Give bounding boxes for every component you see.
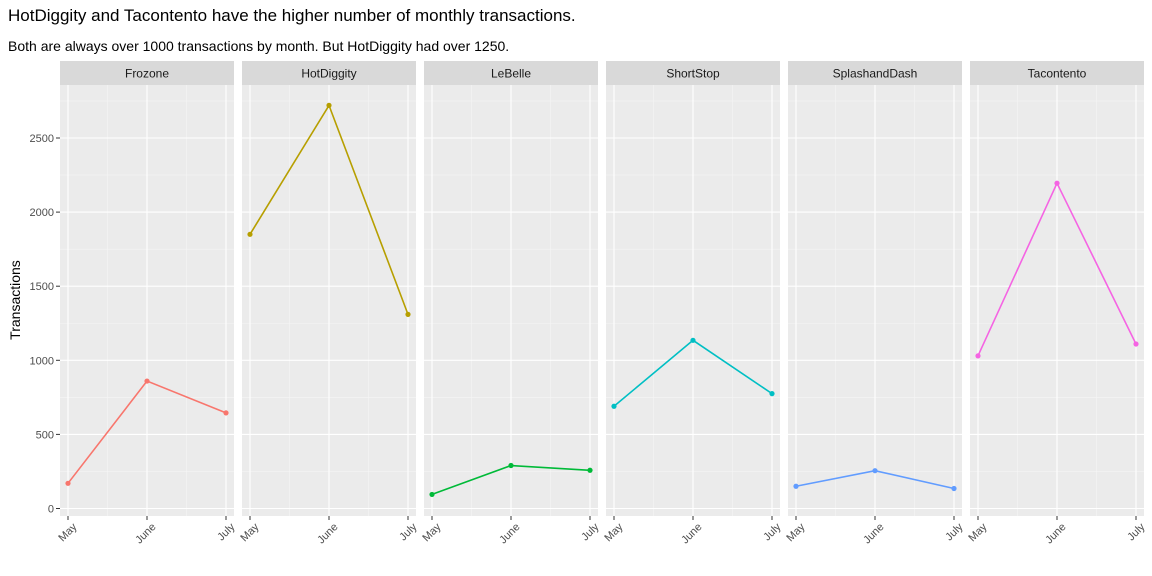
y-tick-label: 500 <box>36 429 54 441</box>
x-tick-label: May <box>420 521 444 545</box>
x-tick-label: June <box>133 521 158 546</box>
y-tick-label: 2500 <box>30 133 54 145</box>
y-axis-label: Transactions <box>7 260 23 340</box>
facet-strip-label: ShortStop <box>666 67 720 81</box>
facet-strip <box>242 61 416 85</box>
facet-strip <box>788 61 962 85</box>
data-point <box>587 467 593 473</box>
x-tick-label: July <box>761 521 784 544</box>
facet-panel-splashanddash: SplashandDash May June July <box>784 61 966 546</box>
x-tick-label: May <box>784 521 808 545</box>
facet-panel-frozone: Frozone May June July <box>56 61 238 546</box>
facet-strip <box>424 61 598 85</box>
data-point <box>1054 180 1060 186</box>
chart-title: HotDiggity and Tacontento have the highe… <box>8 6 576 25</box>
y-tick-label: 1000 <box>30 355 54 367</box>
data-point <box>223 410 229 416</box>
data-point <box>793 483 799 489</box>
x-tick-label: July <box>943 521 966 544</box>
chart-subtitle: Both are always over 1000 transactions b… <box>8 38 510 54</box>
facet-panel-hotdiggity: HotDiggity May June July <box>238 61 420 546</box>
x-tick-label: May <box>602 521 626 545</box>
x-tick-label: July <box>397 521 420 544</box>
facet-panel-lebelle: LeBelle May June July <box>420 61 602 546</box>
facet-panel-shortstop: ShortStop May June July <box>602 61 784 546</box>
x-tick-label: June <box>679 521 704 546</box>
x-tick-label: May <box>966 521 990 545</box>
data-point <box>508 462 514 469</box>
data-point <box>872 468 878 474</box>
x-tick-label: June <box>497 521 522 546</box>
facet-strip-label: SplashandDash <box>833 67 918 81</box>
facet-strip-label: Tacontento <box>1028 67 1087 81</box>
data-point <box>144 378 150 384</box>
x-tick-label: July <box>215 521 238 544</box>
data-point <box>975 353 981 359</box>
data-point <box>65 480 71 486</box>
facet-strip <box>970 61 1144 85</box>
y-tick-label: 2000 <box>30 207 54 219</box>
data-point <box>951 485 957 492</box>
data-point <box>611 403 617 409</box>
data-point <box>326 102 332 108</box>
data-point <box>690 337 696 343</box>
facet-strip-label: Frozone <box>125 67 169 81</box>
x-tick-label: May <box>238 521 262 545</box>
facet-strip-label: HotDiggity <box>301 67 356 81</box>
data-point <box>247 231 253 237</box>
y-tick-label: 0 <box>48 504 54 516</box>
data-point <box>1133 341 1139 347</box>
facet-strip <box>60 61 234 85</box>
facet-strip <box>606 61 780 85</box>
facet-strip-label: LeBelle <box>491 67 531 81</box>
x-tick-label: June <box>1043 521 1068 546</box>
x-tick-label: July <box>1125 521 1148 544</box>
data-point <box>429 491 435 498</box>
facet-panel-tacontento: Tacontento May June July <box>966 61 1148 546</box>
x-tick-label: July <box>579 521 602 544</box>
x-tick-label: May <box>56 521 80 545</box>
x-tick-label: June <box>315 521 340 546</box>
y-tick-label: 1500 <box>30 281 54 293</box>
data-point <box>405 311 411 317</box>
data-point <box>769 391 775 397</box>
x-tick-label: June <box>861 521 886 546</box>
